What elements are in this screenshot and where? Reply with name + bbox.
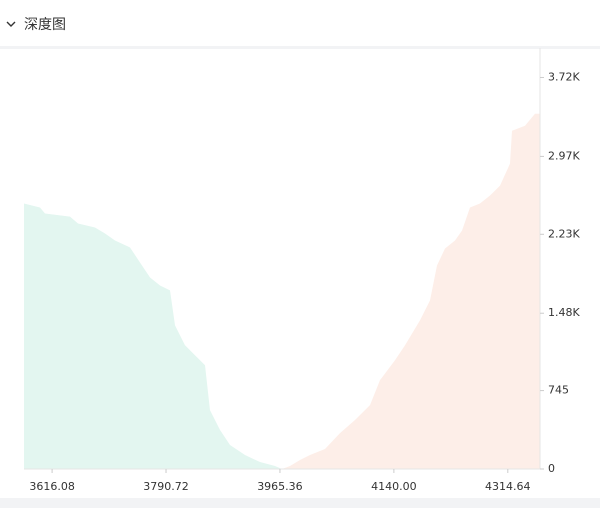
x-tick-label: 3616.08 [29,480,75,493]
y-tick-label: 3.72K [548,70,580,83]
y-tick-label: 0 [548,462,555,475]
y-tick-label: 1.48K [548,306,580,319]
header-separator [0,46,600,49]
header-bar [0,0,600,46]
x-tick-label: 3790.72 [143,480,189,493]
collapse-chevron[interactable] [6,21,16,27]
y-tick-label: 2.97K [548,149,580,162]
x-tick-label: 4314.64 [485,480,531,493]
x-tick-label: 4140.00 [371,480,417,493]
x-tick-label: 3965.36 [257,480,303,493]
y-tick-label: 745 [548,384,569,397]
y-tick-label: 2.23K [548,227,580,240]
header-title: 深度图 [24,17,66,33]
bottom-strip [0,498,600,508]
depth-area [24,203,282,469]
depth-area [282,113,540,469]
